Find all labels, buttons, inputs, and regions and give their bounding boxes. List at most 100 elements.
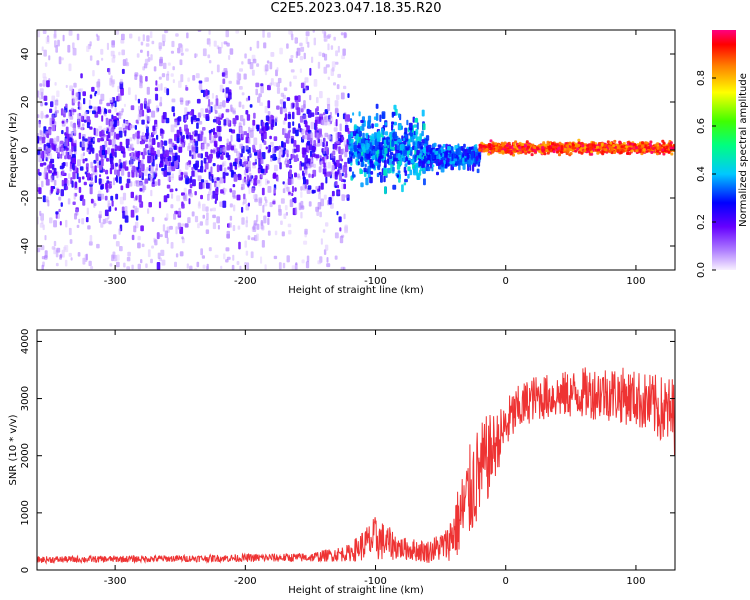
spectrogram-cell xyxy=(641,144,645,148)
spectrogram-cell xyxy=(248,167,251,172)
spectrogram-cell xyxy=(396,145,400,151)
spectrogram-cell xyxy=(208,30,211,35)
spectrogram-cell xyxy=(54,99,59,106)
spectrogram-cell xyxy=(239,265,242,270)
spectrogram-cell xyxy=(205,229,210,234)
spectrogram-cell xyxy=(619,151,623,155)
spectrogram-cell xyxy=(301,147,305,155)
spectrogram-cell xyxy=(115,241,120,247)
spectrogram-cell xyxy=(111,144,115,148)
spectrogram-cell xyxy=(558,153,561,157)
spectrogram-cell xyxy=(135,152,140,157)
spectrogram-cell xyxy=(415,162,419,168)
spectrogram-cell xyxy=(330,45,334,50)
spectrogram-cell xyxy=(256,223,260,230)
spectrogram-cell xyxy=(319,91,323,99)
spectrogram-cell xyxy=(48,55,51,61)
spectrogram-cell xyxy=(147,108,151,113)
spectrogram-cell xyxy=(248,137,251,145)
spectrogram-cell xyxy=(200,131,204,135)
spectrogram-cell xyxy=(628,147,632,151)
spectrogram-cell xyxy=(319,113,324,117)
spectrogram-cell xyxy=(604,148,608,152)
spectrogram-cell xyxy=(612,144,616,148)
spectrogram-cell xyxy=(241,183,245,190)
spectrogram-cell xyxy=(526,145,530,149)
spectrogram-cell xyxy=(108,183,112,189)
spectrogram-cell xyxy=(260,85,264,94)
spectrogram-cell xyxy=(254,155,258,163)
spectrogram-cell xyxy=(378,171,382,176)
spectrogram-cell xyxy=(39,83,43,87)
spectrogram-cell xyxy=(391,140,395,147)
spectrogram-cell xyxy=(219,177,224,184)
spectrogram-cell xyxy=(41,216,44,225)
spectrogram-cell xyxy=(292,111,295,120)
spectrogram-cell xyxy=(190,176,193,183)
spectrogram-cell xyxy=(107,200,110,208)
spectrogram-cell xyxy=(154,150,157,156)
spectrogram-cell xyxy=(200,89,204,93)
spectrogram-cell xyxy=(462,162,466,170)
spectrogram-cell xyxy=(244,240,247,248)
spectrogram-cell xyxy=(238,241,241,250)
spectrogram-cell xyxy=(262,30,265,38)
spectrogram-cell xyxy=(197,203,201,209)
spectrogram-cell xyxy=(216,147,220,152)
spectrogram-cell xyxy=(196,98,201,104)
spectrogram-cell xyxy=(179,131,183,136)
spectrogram-cell xyxy=(121,33,125,41)
spectrogram-cell xyxy=(282,188,286,194)
colorbar-tick-label: 0.6 xyxy=(696,118,707,134)
spectrogram-cell xyxy=(176,195,181,202)
colorbar-tick-label: 0.8 xyxy=(696,70,707,86)
spectrogram-cell xyxy=(494,142,498,146)
spectrogram-cell xyxy=(48,153,53,159)
spectrogram-cell xyxy=(633,143,637,147)
spectrogram-cell xyxy=(297,95,301,102)
spectrogram-cell xyxy=(214,200,217,204)
spectrogram-cell xyxy=(203,157,207,164)
spectrogram-cell xyxy=(38,172,42,176)
spectrogram-cell xyxy=(233,148,238,153)
spectrogram-cell xyxy=(192,114,197,121)
spectrogram-cell xyxy=(393,104,397,110)
spectrogram-cell xyxy=(339,227,342,232)
spectrogram-cell xyxy=(406,150,410,155)
spectrogram-cell xyxy=(435,160,438,166)
spectrogram-cell xyxy=(147,116,151,122)
spectrogram-cell xyxy=(252,226,256,230)
spectrogram-cell xyxy=(253,137,258,146)
spectrogram-cell xyxy=(212,190,216,199)
spectrogram-cell xyxy=(308,201,312,207)
spectrogram-cell xyxy=(208,110,211,114)
spectrogram-cell xyxy=(67,44,71,53)
spectrogram-cell xyxy=(379,114,382,122)
spectrogram-cell xyxy=(134,72,139,77)
spectrogram-cell xyxy=(338,146,341,154)
spectrogram-cell xyxy=(300,186,303,191)
spectrogram-cell xyxy=(106,180,110,184)
spectrogram-cell xyxy=(113,135,116,139)
spectrogram-cell xyxy=(307,185,312,190)
spectrogram-cell xyxy=(566,147,570,151)
spectrogram-cell xyxy=(79,166,84,171)
spectrogram-cell xyxy=(256,63,260,67)
spectrogram-cell xyxy=(365,149,370,154)
spectrogram-cell xyxy=(192,179,196,187)
spectrogram-cell xyxy=(213,40,217,47)
spectrogram-cell xyxy=(287,178,292,185)
spectrogram-cell xyxy=(291,154,295,159)
spectrogram-cell xyxy=(120,162,123,169)
spectrogram-cell xyxy=(350,156,353,162)
spectrogram-cell xyxy=(56,188,60,194)
spectrogram-cell xyxy=(404,127,408,135)
spectrogram-cell xyxy=(89,147,92,153)
spectrogram-cell xyxy=(289,199,294,208)
spectrogram-cell xyxy=(166,88,169,96)
spectrogram-cell xyxy=(217,104,222,109)
x-tick-label: -200 xyxy=(234,276,257,287)
spectrogram-cell xyxy=(113,119,117,127)
spectrogram-cell xyxy=(577,144,581,147)
spectrogram-cell xyxy=(518,146,522,150)
